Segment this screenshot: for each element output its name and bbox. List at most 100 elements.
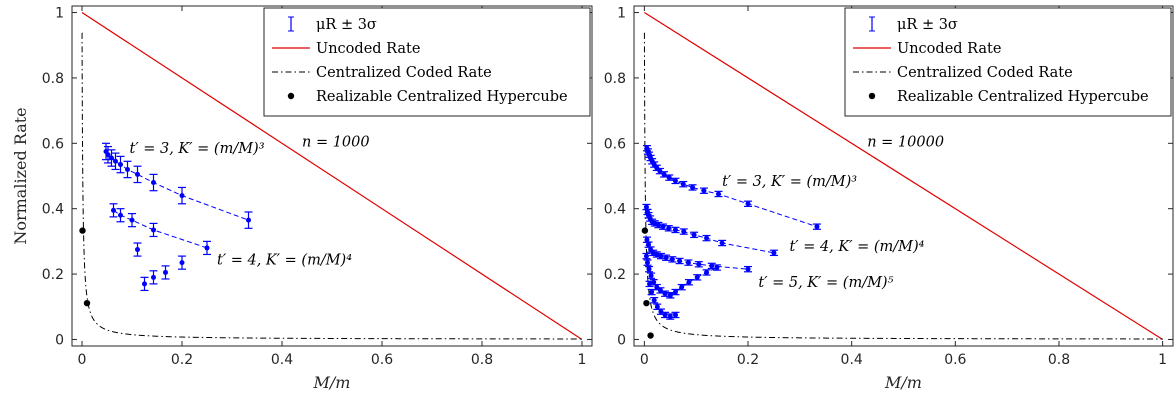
data-point	[745, 201, 751, 207]
data-point	[685, 260, 691, 266]
data-point	[657, 287, 663, 293]
data-point	[644, 260, 650, 266]
x-tick-label: 0.6	[944, 352, 966, 368]
x-tick-label: 0.8	[1048, 352, 1070, 368]
data-point	[660, 224, 666, 230]
data-point	[672, 312, 678, 318]
y-tick-label: 0.4	[42, 202, 64, 218]
data-point	[113, 158, 118, 164]
data-point	[715, 191, 721, 197]
series-4	[666, 264, 721, 299]
data-point	[677, 258, 683, 264]
hypercube-point	[79, 227, 86, 234]
data-point	[686, 279, 692, 285]
data-point	[111, 207, 116, 213]
data-point	[151, 274, 156, 280]
data-point	[643, 253, 649, 259]
data-point	[246, 217, 251, 223]
data-point	[179, 193, 185, 199]
data-point	[644, 237, 650, 243]
axes-frame	[633, 5, 1174, 347]
series-2	[642, 236, 753, 273]
data-point	[814, 224, 820, 230]
data-point	[648, 273, 654, 279]
data-point	[662, 291, 668, 297]
legend: μR ± 3σ Uncoded Rate Centralized Coded Rat…	[844, 7, 1172, 117]
y-tick-label: 1	[55, 6, 64, 22]
data-point	[135, 247, 140, 253]
series-5	[645, 280, 680, 320]
x-tick-label: 0.4	[841, 352, 863, 368]
data-point	[125, 166, 130, 172]
data-point	[745, 266, 751, 272]
data-point	[646, 266, 652, 272]
legend-hypercube-symbol	[287, 92, 295, 100]
y-tick-label: 0.8	[42, 71, 64, 87]
data-point	[649, 289, 655, 295]
data-point	[691, 232, 697, 238]
data-point	[714, 265, 720, 271]
y-axis-label: Normalized Rate	[11, 107, 30, 244]
data-point	[163, 269, 168, 275]
uncoded-rate-line	[81, 12, 583, 340]
legend-entry: μR ± 3σ	[897, 17, 958, 33]
series-connector	[645, 206, 775, 254]
series-connector	[113, 209, 208, 249]
data-point	[709, 263, 715, 269]
y-tick-label: 1	[617, 6, 626, 22]
uncoded-rate-line	[644, 12, 1163, 340]
data-point	[151, 180, 156, 186]
data-point	[666, 175, 672, 181]
legend-entry: Centralized Coded Rate	[897, 65, 1073, 81]
legend-entry: Realizable Centralized Hypercube	[316, 89, 568, 105]
x-axis-label: M/m	[884, 373, 922, 392]
x-axis-label: M/m	[313, 373, 351, 392]
panel-right: 00 0.2 0.2 0.4 0.4 0.6 0.6 0.8 0.8 1 1 M/m t′ = 3, K…	[604, 5, 1174, 392]
data-point	[129, 217, 135, 223]
hypercube-point	[643, 299, 650, 307]
data-point	[643, 204, 649, 210]
data-point	[666, 225, 672, 231]
data-point	[204, 245, 210, 251]
series-connector	[105, 151, 249, 221]
x-tick-label: 0.8	[471, 352, 493, 368]
legend-box	[263, 7, 591, 117]
data-point	[105, 152, 111, 158]
series-1	[109, 203, 211, 256]
legend-hypercube-symbol	[868, 92, 876, 100]
hypercube-point	[647, 332, 654, 339]
data-point	[142, 281, 147, 287]
y-tick-label: 0.8	[604, 71, 626, 87]
y-tick-label: 0.2	[42, 267, 64, 283]
x-tick-label: 0.2	[171, 352, 193, 368]
hypercube-point	[83, 299, 91, 307]
legend: μR ± 3σ Uncoded Rate Centralized Coded Rat…	[263, 7, 591, 117]
y-tick-label: 0.4	[604, 202, 626, 218]
series-annotation: t′ = 5, K′ = (m/M)⁵	[758, 275, 893, 291]
x-tick-label: 0.4	[271, 352, 293, 368]
data-point	[151, 227, 156, 233]
data-point	[658, 253, 664, 259]
legend-entry: Realizable Centralized Hypercube	[897, 89, 1149, 105]
legend-box	[844, 7, 1172, 117]
series-0	[102, 142, 253, 229]
n-label: n = 10000	[867, 135, 944, 151]
x-tick-label: 0	[640, 352, 649, 368]
data-point	[669, 256, 675, 262]
legend-entry: Centralized Coded Rate	[316, 65, 492, 81]
centralized-coded-rate-curve	[81, 32, 583, 340]
x-tick-label: 0.6	[371, 352, 393, 368]
data-point	[704, 269, 710, 275]
legend-entry: μR ± 3σ	[316, 17, 377, 33]
data-point	[667, 292, 673, 298]
axes-frame	[71, 5, 593, 347]
series-annotation: t′ = 3, K′ = (m/M)³	[722, 174, 857, 190]
series-0	[642, 144, 821, 230]
y-tick-label: 0.2	[604, 267, 626, 283]
data-point	[109, 155, 114, 161]
x-tick-label: 1	[1158, 352, 1167, 368]
series-annotation: t′ = 4, K′ = (m/M)⁴	[789, 239, 924, 255]
data-point	[672, 289, 678, 295]
data-point	[701, 188, 707, 194]
n-label: n = 1000	[302, 135, 370, 151]
